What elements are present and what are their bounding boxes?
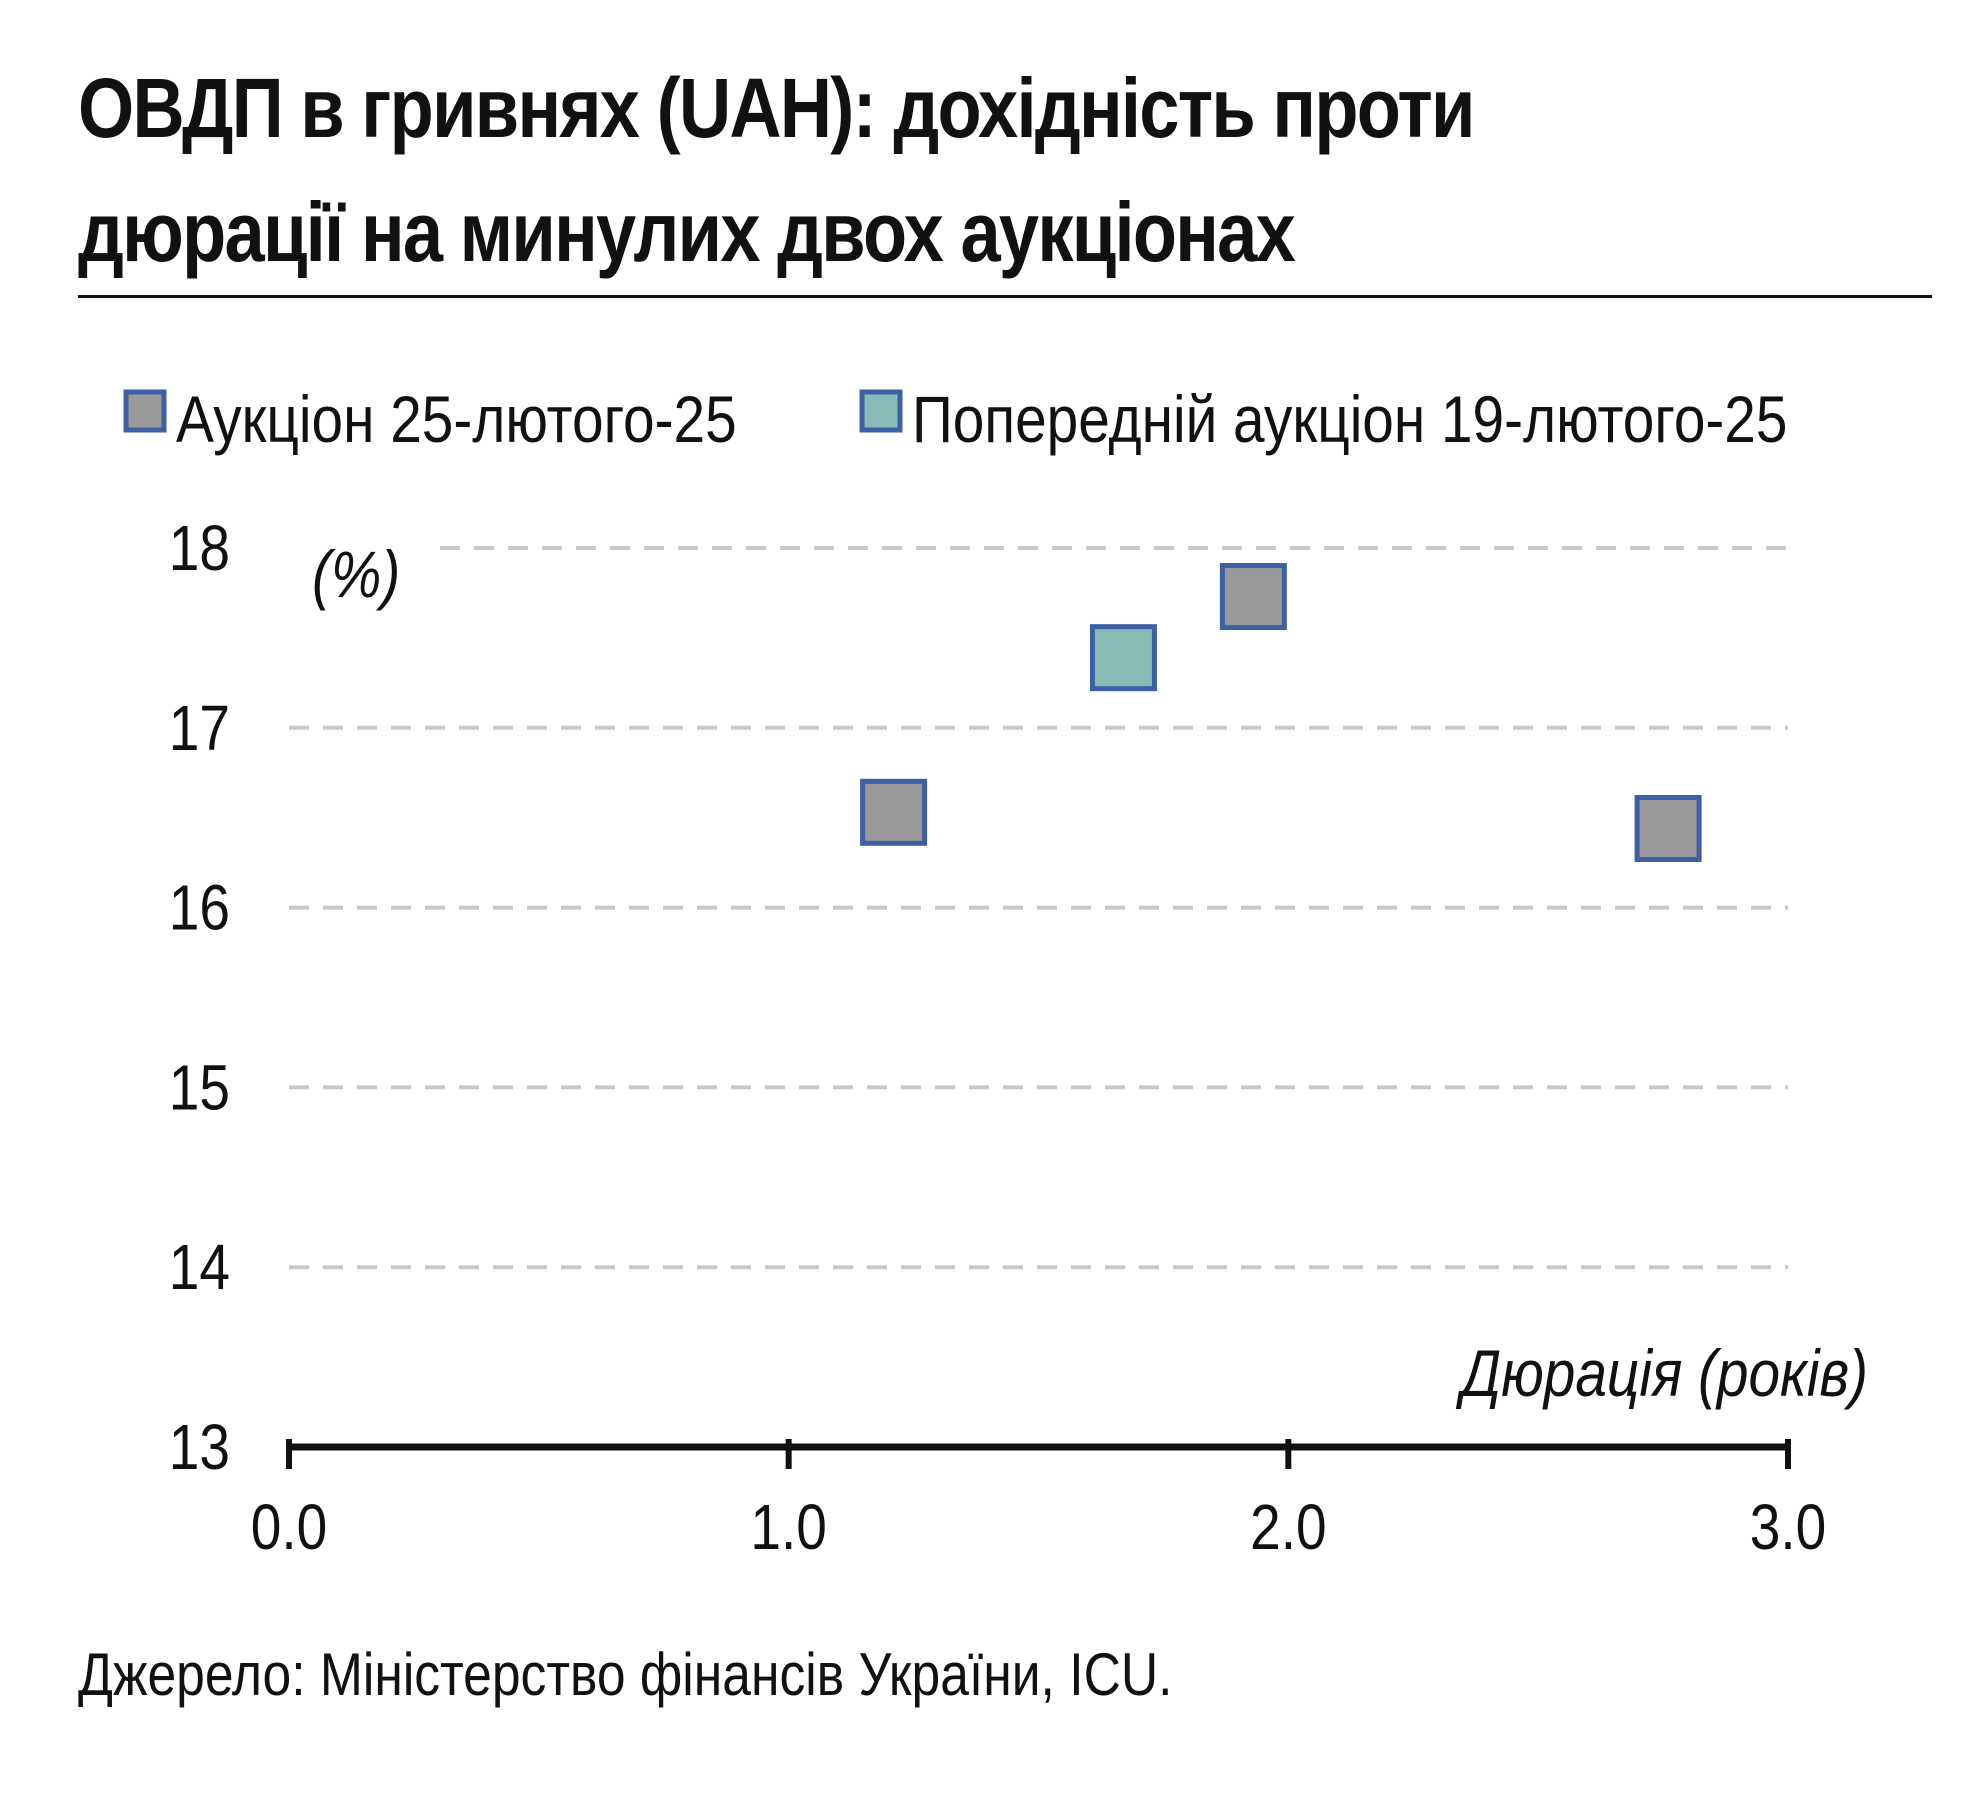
gridlines xyxy=(289,546,1788,1270)
legend-swatch-0 xyxy=(123,389,167,433)
x-tick-label-0: 0.0 xyxy=(251,1491,327,1563)
scatter-chart: Аукціон 25-лютого-25 Попередній аукціон 1… xyxy=(123,383,1868,1563)
y-tick-label-16: 16 xyxy=(169,872,230,944)
data-points xyxy=(860,563,1702,862)
y-axis-title: (%) xyxy=(312,538,400,612)
title-divider xyxy=(78,295,1932,298)
chart-title-line-1: ОВДП в гривнях (UAH): дохідність проти xyxy=(78,61,1475,155)
legend: Аукціон 25-лютого-25 Попередній аукціон 1… xyxy=(123,383,1787,457)
data-point-s0-p0 xyxy=(860,778,928,846)
y-tick-label-18: 18 xyxy=(169,512,230,584)
y-tick-label-13: 13 xyxy=(169,1411,230,1483)
source-note: Джерело: Міністерство фінансів України, … xyxy=(78,1641,1173,1708)
legend-label-1: Попередній аукціон 19-лютого-25 xyxy=(912,383,1787,457)
y-tick-label-15: 15 xyxy=(169,1051,230,1123)
legend-swatch-1 xyxy=(859,389,903,433)
y-tick-label-17: 17 xyxy=(169,692,230,764)
legend-label-0: Аукціон 25-лютого-25 xyxy=(176,383,737,457)
x-axis-title: Дюрація (років) xyxy=(1456,1337,1868,1411)
data-point-s1-p0 xyxy=(1089,624,1157,692)
data-point-s0-p1 xyxy=(1219,563,1287,631)
axes xyxy=(286,1439,1791,1469)
chart-title: ОВДП в гривнях (UAH): дохідність проти д… xyxy=(78,46,1678,294)
tick-labels: 13 14 15 16 17 18 0.0 1.0 2.0 3.0 (%) Дюрація (рокі… xyxy=(169,512,1868,1563)
data-point-s0-p2 xyxy=(1634,794,1702,862)
x-tick-label-3: 3.0 xyxy=(1750,1491,1826,1563)
chart-title-line-2: дюрації на минулих двох аукціонах xyxy=(78,185,1296,279)
x-tick-label-1: 1.0 xyxy=(750,1491,826,1563)
y-tick-label-14: 14 xyxy=(169,1231,230,1303)
x-tick-label-2: 2.0 xyxy=(1250,1491,1326,1563)
